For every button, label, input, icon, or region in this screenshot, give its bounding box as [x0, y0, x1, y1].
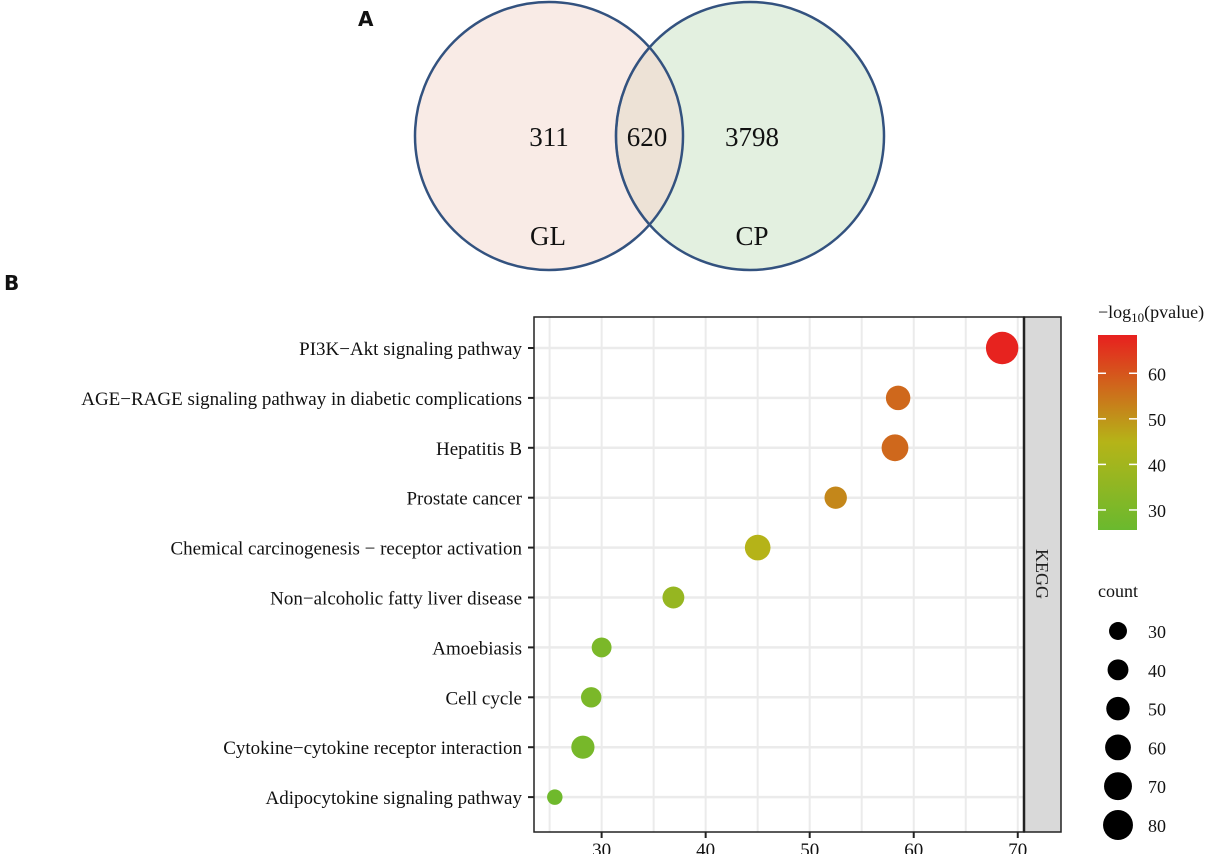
size-legend-label: 60: [1148, 738, 1166, 758]
size-legend-label: 40: [1148, 661, 1166, 681]
size-legend-dot: [1105, 734, 1131, 761]
data-point: [885, 385, 911, 411]
venn-gl-only-count: 311: [529, 122, 569, 152]
x-tick-label: 50: [800, 840, 819, 854]
x-tick-label: 40: [696, 840, 715, 854]
size-legend-dot: [1106, 696, 1130, 721]
size-legend-title: count: [1098, 581, 1138, 601]
color-legend-tick-label: 50: [1148, 410, 1166, 430]
venn-intersection: [616, 47, 683, 225]
size-legend-dot: [1107, 659, 1129, 681]
panel-b-label: B: [4, 271, 19, 295]
dot-plot: PI3K−Akt signaling pathway AGE−RAGE signa…: [81, 316, 1062, 854]
y-tick-label: Cytokine−cytokine receptor interaction: [223, 738, 522, 759]
data-point: [985, 331, 1019, 365]
data-point: [744, 534, 771, 561]
facet-strip: KEGG: [1022, 316, 1062, 833]
data-point: [547, 789, 563, 805]
size-legend: count 30 40 50 60 70 80: [1098, 581, 1166, 840]
grid-lines: [534, 317, 1024, 832]
venn-gl-label: GL: [530, 221, 566, 251]
venn-diagram: 311 620 3798 GL CP: [413, 0, 886, 272]
y-tick-label: Cell cycle: [446, 688, 523, 709]
size-legend-label: 30: [1148, 622, 1166, 642]
data-point: [824, 486, 847, 509]
y-tick-label: Prostate cancer: [406, 489, 522, 510]
y-tick-label: Non−alcoholic fatty liver disease: [270, 589, 522, 610]
y-tick-label: Adipocytokine signaling pathway: [266, 788, 523, 809]
venn-circle-gl: [415, 2, 683, 270]
size-legend-label: 80: [1148, 816, 1166, 836]
y-axis: PI3K−Akt signaling pathway AGE−RAGE signa…: [81, 339, 534, 809]
color-legend-tick-label: 60: [1148, 364, 1166, 384]
color-bar: [1098, 335, 1137, 530]
size-legend-label: 70: [1148, 777, 1166, 797]
x-tick-label: 60: [904, 840, 923, 854]
panel-a-label: A: [358, 7, 374, 31]
y-tick-label: PI3K−Akt signaling pathway: [299, 339, 522, 360]
plot-background: [534, 317, 1024, 832]
y-tick-label: Hepatitis B: [436, 439, 522, 460]
size-legend-label: 50: [1148, 700, 1166, 720]
size-legend-dot: [1103, 810, 1133, 840]
data-point: [662, 586, 685, 609]
data-point: [580, 687, 602, 708]
color-legend-tick-label: 30: [1148, 501, 1166, 521]
data-point: [591, 637, 612, 658]
color-legend-tick-label: 40: [1148, 455, 1166, 475]
y-tick-label: Chemical carcinogenesis − receptor activ…: [170, 539, 522, 560]
size-legend-dot: [1104, 772, 1132, 801]
venn-circle-gl-outline: [413, 0, 685, 272]
venn-cp-label: CP: [735, 221, 768, 251]
venn-cp-only-count: 3798: [725, 122, 779, 152]
color-legend-title: −log10(pvalue): [1098, 302, 1204, 325]
size-legend-dot: [1109, 622, 1127, 640]
color-legend: −log10(pvalue) 60 50 40 30: [1098, 302, 1204, 530]
venn-intersection-count: 620: [627, 122, 668, 152]
x-axis: 30 40 50 60 70: [592, 832, 1027, 854]
x-tick-label: 70: [1008, 840, 1027, 854]
x-tick-label: 30: [592, 840, 611, 854]
data-point: [571, 735, 595, 759]
venn-circle-cp-outline: [614, 0, 886, 272]
y-tick-label: Amoebiasis: [432, 638, 522, 659]
data-points: [547, 331, 1019, 805]
facet-strip-label: KEGG: [1032, 549, 1052, 599]
y-tick-label: AGE−RAGE signaling pathway in diabetic c…: [81, 389, 522, 410]
venn-circle-cp: [616, 2, 884, 270]
data-point: [881, 434, 909, 462]
